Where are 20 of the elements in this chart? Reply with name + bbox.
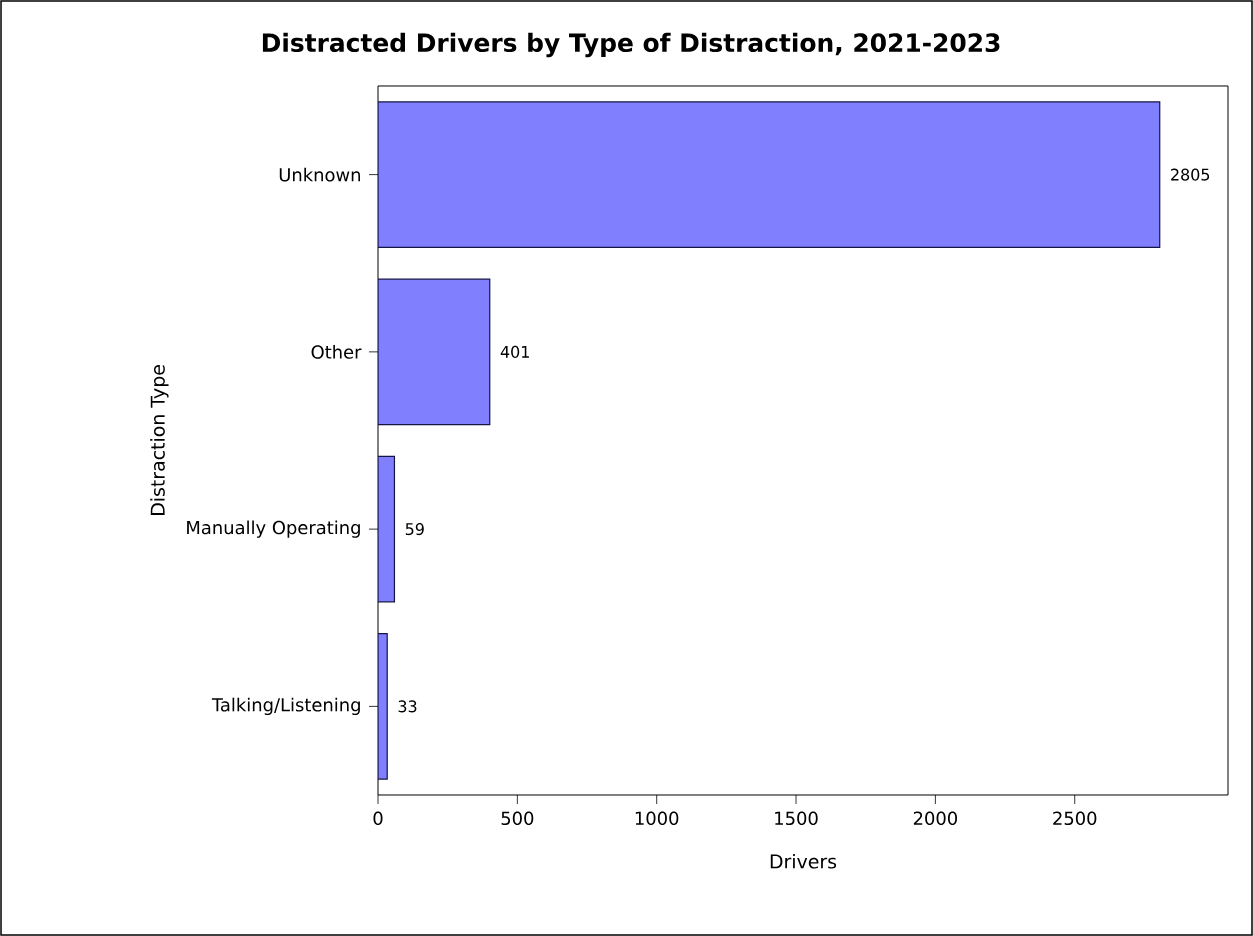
data-label: 401: [500, 345, 529, 358]
x-tick-label: 500: [501, 811, 534, 826]
y-tick-label: Manually Operating: [187, 520, 360, 538]
x-tick-label: 1500: [775, 811, 818, 826]
x-axis-title: Drivers: [770, 853, 837, 869]
data-label: 2805: [1171, 168, 1210, 181]
y-tick-label: Unknown: [279, 167, 360, 182]
y-tick-label: Talking/Listening: [211, 697, 360, 716]
bar: [378, 455, 396, 603]
data-label: 33: [398, 700, 417, 713]
x-tick-label: 1000: [635, 811, 679, 826]
bar: [378, 278, 491, 426]
y-axis-title: Distraction Type: [150, 365, 169, 515]
y-tick-label: Other: [311, 344, 362, 359]
bar: [378, 101, 1161, 248]
chart-title: Distracted Drivers by Type of Distraction, 2021-2023: [262, 32, 1000, 58]
x-tick-label: 2500: [1053, 811, 1097, 826]
x-tick-label: 0: [373, 811, 383, 826]
data-label: 59: [405, 523, 424, 536]
x-tick-label: 2000: [913, 811, 957, 826]
